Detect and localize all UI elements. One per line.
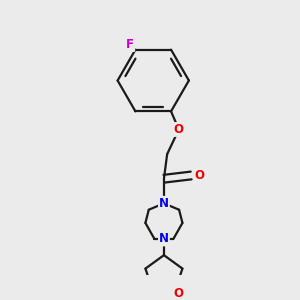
Text: N: N bbox=[159, 197, 169, 210]
Text: O: O bbox=[174, 123, 184, 136]
Text: N: N bbox=[159, 232, 169, 245]
Text: O: O bbox=[194, 169, 204, 182]
Text: O: O bbox=[174, 287, 184, 300]
Text: F: F bbox=[126, 38, 134, 51]
